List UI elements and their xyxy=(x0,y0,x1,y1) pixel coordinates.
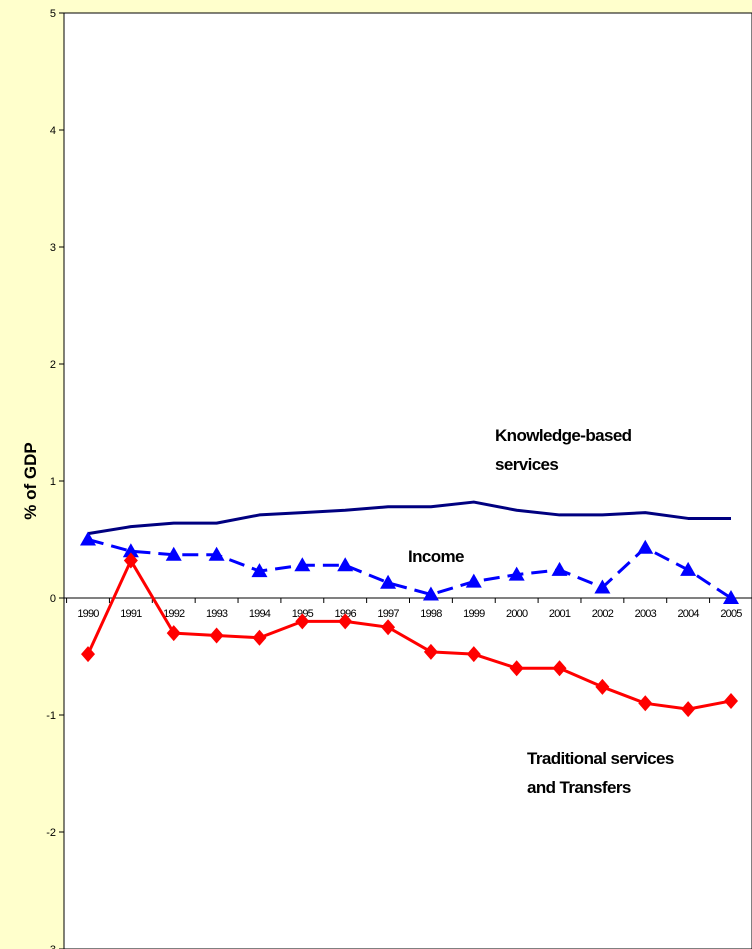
y-axis-label: % of GDP xyxy=(21,442,40,519)
y-tick-label: 0 xyxy=(50,593,56,605)
x-tick-label: 2002 xyxy=(592,608,614,620)
x-tick-label: 2001 xyxy=(549,608,571,620)
point-income xyxy=(637,539,654,554)
series-line-knowledge-based xyxy=(87,500,731,536)
point-income xyxy=(680,561,697,576)
point-traditional xyxy=(338,613,353,630)
x-tick-label: 1998 xyxy=(420,608,442,620)
point-traditional xyxy=(81,646,95,663)
y-tick-label: -1 xyxy=(46,710,56,722)
x-axis: 1990 1991 1992 1993 1994 1995 1996 1997 1998 1999… xyxy=(64,597,752,620)
series-line-income xyxy=(87,538,732,600)
y-axis: -3 -2 -1 0 1 2 3 4 5 xyxy=(46,8,64,949)
point-income xyxy=(380,574,397,589)
point-income xyxy=(208,546,225,561)
point-income xyxy=(723,590,739,604)
annotation-label: services xyxy=(495,455,558,474)
annotation-label: Traditional services xyxy=(527,749,674,768)
point-income xyxy=(422,586,439,601)
x-tick-label: 2000 xyxy=(506,608,528,620)
point-traditional xyxy=(166,625,181,642)
x-tick-label: 1992 xyxy=(163,608,185,620)
annotation-label: Income xyxy=(408,547,464,566)
y-tick-label: -2 xyxy=(46,827,56,839)
point-income xyxy=(465,573,482,588)
point-traditional xyxy=(295,613,310,630)
y-tick-label: -3 xyxy=(46,944,56,949)
y-tick-label: 2 xyxy=(50,359,56,371)
point-traditional xyxy=(681,701,696,718)
point-income xyxy=(122,543,139,558)
point-traditional xyxy=(724,692,738,709)
y-tick-label: 4 xyxy=(50,125,56,137)
y-tick-label: 1 xyxy=(50,476,56,488)
annotation-label: Knowledge-based xyxy=(495,426,632,445)
point-traditional xyxy=(509,660,524,677)
x-tick-label: 2005 xyxy=(720,608,742,620)
point-traditional xyxy=(638,695,653,712)
y-tick-label: 5 xyxy=(50,8,56,20)
point-traditional xyxy=(252,629,267,646)
annotations: Knowledge-based services Income Traditional… xyxy=(408,426,674,797)
y-tick-label: 3 xyxy=(50,242,56,254)
point-income xyxy=(80,531,96,546)
point-traditional xyxy=(595,678,610,695)
x-tick-label: 2003 xyxy=(635,608,657,620)
x-tick-label: 1993 xyxy=(206,608,228,620)
point-income xyxy=(551,561,568,576)
x-tick-label: 1996 xyxy=(335,608,357,620)
x-tick-label: 1994 xyxy=(249,608,271,620)
plot-area xyxy=(63,12,752,949)
x-tick-label: 1990 xyxy=(77,608,99,620)
point-traditional xyxy=(423,643,438,660)
point-income xyxy=(251,563,268,578)
x-tick-label: 1991 xyxy=(120,608,142,620)
series-line-traditional xyxy=(86,559,732,711)
point-traditional xyxy=(466,646,481,663)
annotation-label: and Transfers xyxy=(527,778,631,797)
point-income xyxy=(337,557,354,572)
point-traditional xyxy=(209,627,224,644)
point-traditional xyxy=(552,660,567,677)
series-layer xyxy=(80,500,739,718)
point-income xyxy=(594,579,611,594)
point-income xyxy=(165,546,182,561)
x-tick-label: 1995 xyxy=(292,608,314,620)
point-traditional xyxy=(123,552,138,569)
point-income xyxy=(294,557,311,572)
x-tick-label: 2004 xyxy=(677,608,699,620)
point-traditional xyxy=(381,619,396,636)
x-tick-label: 1997 xyxy=(377,608,399,620)
x-tick-label: 1999 xyxy=(463,608,485,620)
point-income xyxy=(508,566,525,581)
